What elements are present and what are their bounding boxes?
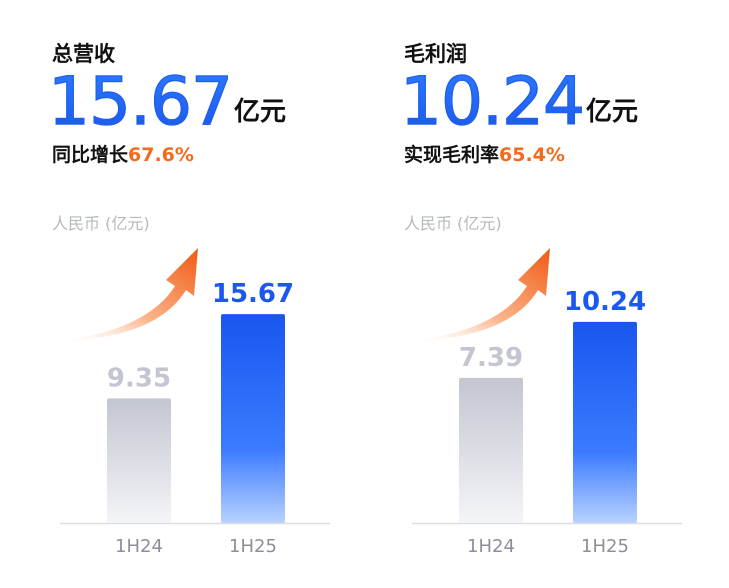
x-tick-label: 1H24 bbox=[467, 536, 515, 557]
growth-arrow-icon bbox=[404, 248, 550, 342]
revenue-growth-label: 同比增长 bbox=[52, 144, 129, 166]
gross-margin-value: 65.4% bbox=[499, 144, 565, 166]
x-tick-label: 1H24 bbox=[115, 536, 163, 557]
revenue-axis-unit: 人民币 (亿元) bbox=[52, 214, 150, 233]
growth-arrow-icon bbox=[52, 248, 198, 342]
gross-profit-value: 10.24 bbox=[399, 63, 585, 140]
gross-profit-headline: 10.24亿元 bbox=[399, 63, 638, 140]
gross-profit-axis-unit: 人民币 (亿元) bbox=[404, 214, 502, 233]
bar-1H25 bbox=[573, 321, 637, 523]
revenue-value: 15.67 bbox=[47, 63, 233, 140]
bar-value-label: 7.39 bbox=[459, 343, 523, 373]
bar-1H25 bbox=[221, 314, 285, 523]
revenue-panel: 总营收 15.67亿元 同比增长67.6% 人民币 (亿元) 9.35 1H24 1… bbox=[0, 0, 350, 588]
gross-profit-title: 毛利润 bbox=[404, 42, 467, 66]
revenue-bar-chart: 9.35 1H24 15.67 1H25 bbox=[52, 248, 330, 557]
revenue-title: 总营收 bbox=[52, 42, 115, 66]
x-tick-label: 1H25 bbox=[581, 536, 629, 557]
revenue-growth: 同比增长67.6% bbox=[52, 140, 194, 167]
bar-value-label: 15.67 bbox=[212, 279, 294, 309]
revenue-headline: 15.67亿元 bbox=[47, 63, 286, 140]
gross-profit-unit: 亿元 bbox=[585, 97, 638, 127]
gross-margin: 实现毛利率65.4% bbox=[404, 140, 565, 167]
gross-profit-bar-chart: 7.39 1H24 10.24 1H25 bbox=[404, 248, 682, 557]
revenue-growth-value: 67.6% bbox=[128, 144, 194, 166]
x-tick-label: 1H25 bbox=[229, 536, 277, 557]
bar-value-label: 10.24 bbox=[564, 287, 646, 317]
bar-1H24 bbox=[459, 377, 523, 523]
bar-value-label: 9.35 bbox=[107, 363, 171, 393]
bar-1H24 bbox=[107, 398, 171, 523]
gross-margin-label: 实现毛利率 bbox=[404, 144, 500, 166]
revenue-unit: 亿元 bbox=[233, 97, 286, 127]
gross-profit-panel: 毛利润 10.24亿元 实现毛利率65.4% 人民币 (亿元) 7.39 1H24… bbox=[352, 0, 702, 588]
